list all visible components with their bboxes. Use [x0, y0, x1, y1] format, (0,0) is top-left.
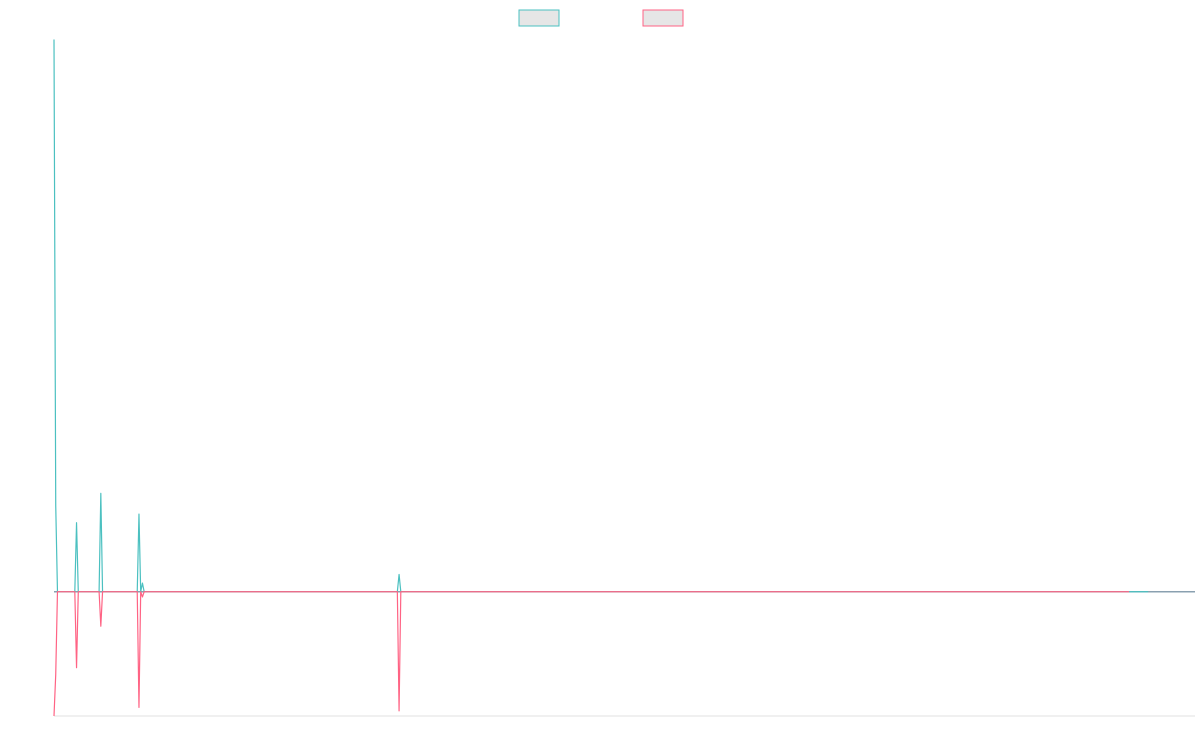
series-layer — [53, 39, 1149, 717]
series-line-1 — [53, 39, 1149, 593]
chart-legend[interactable] — [518, 9, 684, 27]
legend-swatch-1[interactable] — [518, 9, 560, 27]
series-line-2 — [53, 591, 1130, 717]
legend-swatch-2[interactable] — [642, 9, 684, 27]
